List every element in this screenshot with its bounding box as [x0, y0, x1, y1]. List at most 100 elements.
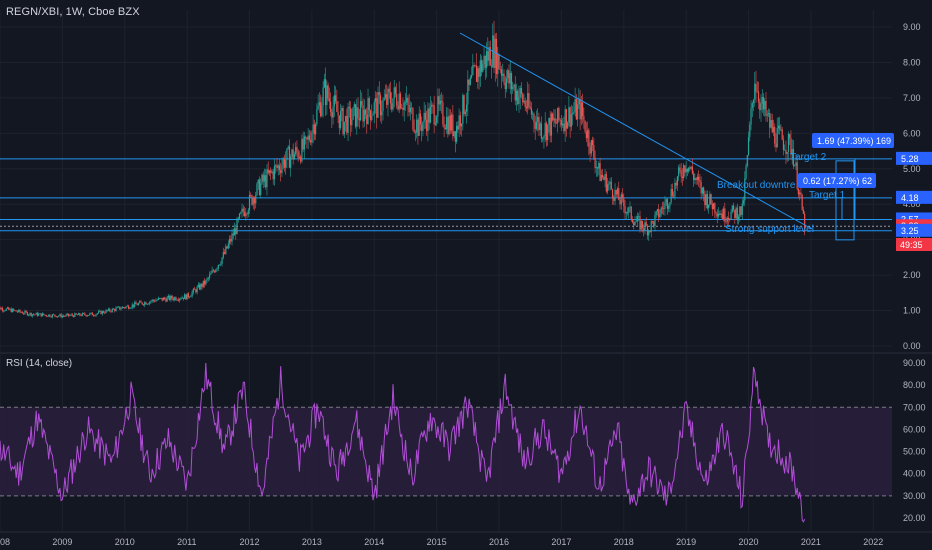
candle-body [171, 295, 173, 299]
candle-body [20, 311, 22, 313]
candle-body [164, 297, 166, 299]
candle-body [194, 288, 196, 290]
candle-body [64, 315, 66, 317]
candle-body [417, 119, 419, 136]
candle-body [631, 219, 634, 223]
candle-body [231, 233, 233, 242]
candle-body [68, 313, 70, 316]
candle-body [184, 294, 186, 299]
candle-body [605, 174, 607, 192]
candle-body [517, 90, 519, 105]
candle-body [344, 115, 347, 122]
candle-body [534, 122, 536, 129]
candle-body [371, 115, 373, 120]
candle-body [270, 170, 272, 173]
candle-body [330, 101, 332, 113]
symbol-title: REGN/XBI, 1W, Cboe BZX [6, 6, 140, 18]
candle-body [518, 97, 520, 105]
candle-body [41, 313, 44, 317]
candle-body [347, 106, 349, 133]
candle-body [21, 312, 24, 314]
candle-body [55, 315, 57, 318]
candle-body [303, 136, 306, 150]
candle-body [382, 99, 384, 112]
candle-body [497, 54, 499, 75]
candle-body [116, 307, 118, 308]
candle-body [399, 93, 402, 109]
time-tick-label: 2020 [739, 537, 759, 547]
candle-body [129, 308, 131, 310]
candle-body [621, 194, 624, 198]
candle-body [706, 194, 708, 209]
candle-body [648, 230, 650, 236]
candle-body [717, 213, 720, 217]
candle-body [699, 180, 701, 183]
candle-body [66, 313, 68, 315]
candle-body [359, 101, 362, 121]
candle-body [300, 156, 302, 162]
candle-body [745, 165, 747, 179]
candle-body [727, 217, 730, 220]
candle-body [146, 303, 148, 305]
candle-body [378, 92, 380, 96]
candle-body [421, 124, 423, 131]
candle-body [724, 208, 726, 222]
candle-body [423, 112, 425, 122]
candle-body [298, 156, 301, 158]
candle-body [141, 302, 143, 305]
candle-body [458, 115, 460, 130]
candle-body [689, 167, 691, 169]
candle-body [549, 118, 551, 136]
candle-body [668, 206, 670, 209]
candle-body [125, 306, 127, 308]
price-tick-label: 9.00 [903, 22, 921, 32]
candle-body [267, 169, 269, 174]
candle-body [584, 120, 586, 132]
candle-body [278, 165, 281, 171]
candle-body [248, 194, 251, 211]
candle-body [470, 75, 473, 78]
candle-body [609, 181, 611, 184]
candle-body [498, 54, 500, 69]
candle-body [781, 129, 783, 140]
candle-body [539, 123, 541, 131]
candle-body [719, 213, 721, 215]
candle-body [485, 51, 488, 68]
candle-body [721, 213, 723, 219]
candle-body [206, 278, 208, 281]
candle-body [166, 297, 168, 302]
support-label: Strong support level [725, 224, 814, 235]
candle-body [389, 92, 392, 104]
candle-body [56, 316, 58, 318]
candle-body [191, 292, 193, 297]
candle-body [106, 310, 108, 311]
candle-body [678, 167, 680, 177]
candle-body [29, 312, 31, 315]
candle-body [665, 199, 667, 203]
candle-body [535, 121, 538, 129]
candle-body [10, 308, 12, 313]
candle-body [610, 181, 612, 190]
candle-body [262, 174, 264, 182]
candle-body [69, 315, 71, 317]
candle-body [433, 105, 435, 125]
candle-body [342, 108, 344, 135]
candle-body [280, 170, 282, 174]
candle-body [515, 90, 518, 101]
candle-body [349, 108, 352, 126]
time-tick-label: 2016 [489, 537, 509, 547]
candle-body [643, 228, 645, 231]
candle-body [82, 313, 85, 315]
candle-body [533, 113, 535, 123]
countdown-badge-bg [896, 238, 932, 251]
candle-body [19, 309, 21, 312]
candle-body [777, 125, 780, 128]
rsi-line [0, 362, 806, 523]
candle-body [33, 314, 35, 316]
candle-body [9, 308, 11, 310]
candle-body [426, 119, 428, 132]
price-tick-label: 1.00 [903, 306, 921, 316]
candle-body [615, 189, 617, 195]
candle-body [281, 165, 283, 174]
